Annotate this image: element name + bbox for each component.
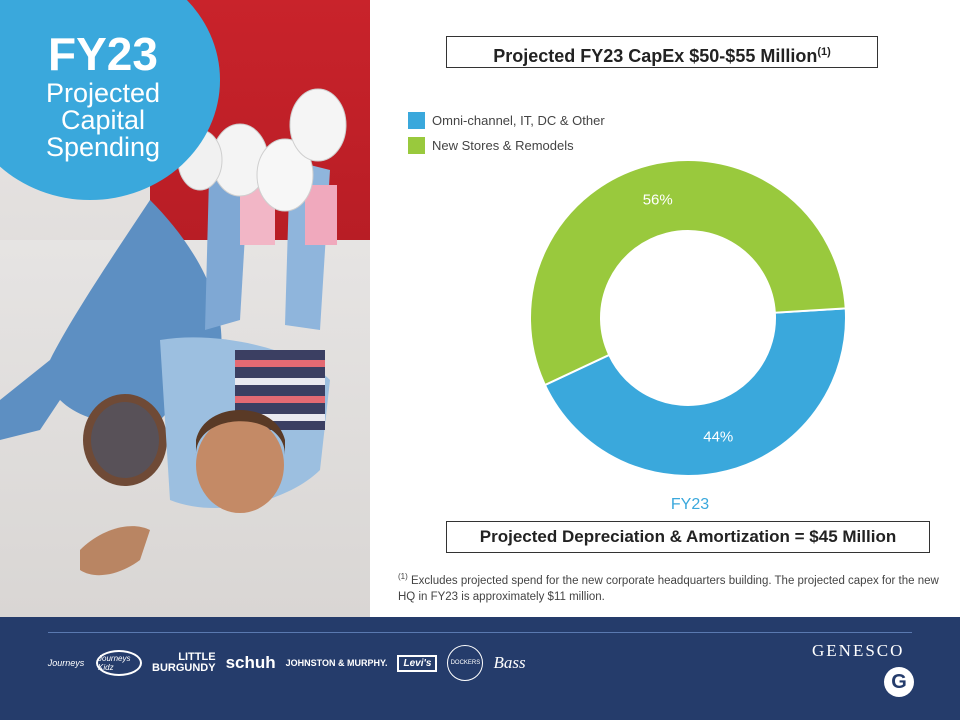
brand-dockers-logo: DOCKERS [447, 645, 484, 681]
brand-little-text: LITTLE [178, 651, 216, 663]
chart-x-label: FY23 [670, 496, 710, 513]
legend-swatch-blue [408, 112, 425, 129]
brand-logos: Journeys Journeys Kidz LITTLE BURGUNDY s… [46, 645, 536, 681]
chart-title: Projected FY23 CapEx $50-$55 Million [493, 46, 818, 66]
genesco-wordmark: GENESCO [812, 641, 905, 660]
genesco-g-icon: G [884, 667, 914, 697]
donut-chart: 44% 56% [530, 160, 846, 476]
brand-journeys-kidz-logo: Journeys Kidz [96, 650, 142, 676]
chart-legend: Omni-channel, IT, DC & Other New Stores … [408, 108, 605, 158]
badge-line-2: Capital [60, 105, 146, 135]
footnote-marker: (1) [398, 572, 408, 581]
legend-label-stores: New Stores & Remodels [432, 138, 574, 153]
depreciation-box: Projected Depreciation & Amortization = … [446, 521, 930, 553]
footer-bar: Journeys Journeys Kidz LITTLE BURGUNDY s… [0, 617, 960, 720]
brand-little-burgundy-logo: LITTLE BURGUNDY [152, 652, 216, 674]
donut-slice-stores [530, 160, 846, 387]
donut-slice-omni [543, 307, 846, 476]
brand-levis-logo: Levi's [397, 654, 438, 672]
legend-swatch-green [408, 137, 425, 154]
brand-johnston-murphy-logo: JOHNSTON & MURPHY. [285, 658, 388, 668]
fy23-badge: FY23 Projected Capital Spending [18, 28, 188, 161]
badge-title: FY23 [48, 28, 158, 80]
chart-title-box: Projected FY23 CapEx $50-$55 Million(1) [446, 36, 878, 68]
footnote-text: Excludes projected spend for the new cor… [398, 574, 939, 603]
brand-schuh-logo: schuh [225, 653, 276, 672]
badge-line-3: Spending [45, 132, 161, 162]
brand-journeys-logo: Journeys [47, 658, 85, 668]
chart-title-footnote-marker: (1) [817, 46, 831, 58]
brand-burgundy-text: BURGUNDY [152, 662, 216, 674]
footnote: (1) Excludes projected spend for the new… [398, 569, 948, 605]
legend-item-stores: New Stores & Remodels [408, 133, 605, 158]
data-label-stores: 56% [643, 191, 673, 208]
footer-rule [48, 632, 912, 633]
badge-line-1: Projected [45, 78, 161, 108]
legend-item-omni: Omni-channel, IT, DC & Other [408, 108, 605, 133]
data-label-omni: 44% [703, 429, 733, 446]
brand-bass-logo: Bass [493, 653, 526, 672]
legend-label-omni: Omni-channel, IT, DC & Other [432, 113, 605, 128]
hero-photo: FY23 Projected Capital Spending [0, 0, 370, 617]
